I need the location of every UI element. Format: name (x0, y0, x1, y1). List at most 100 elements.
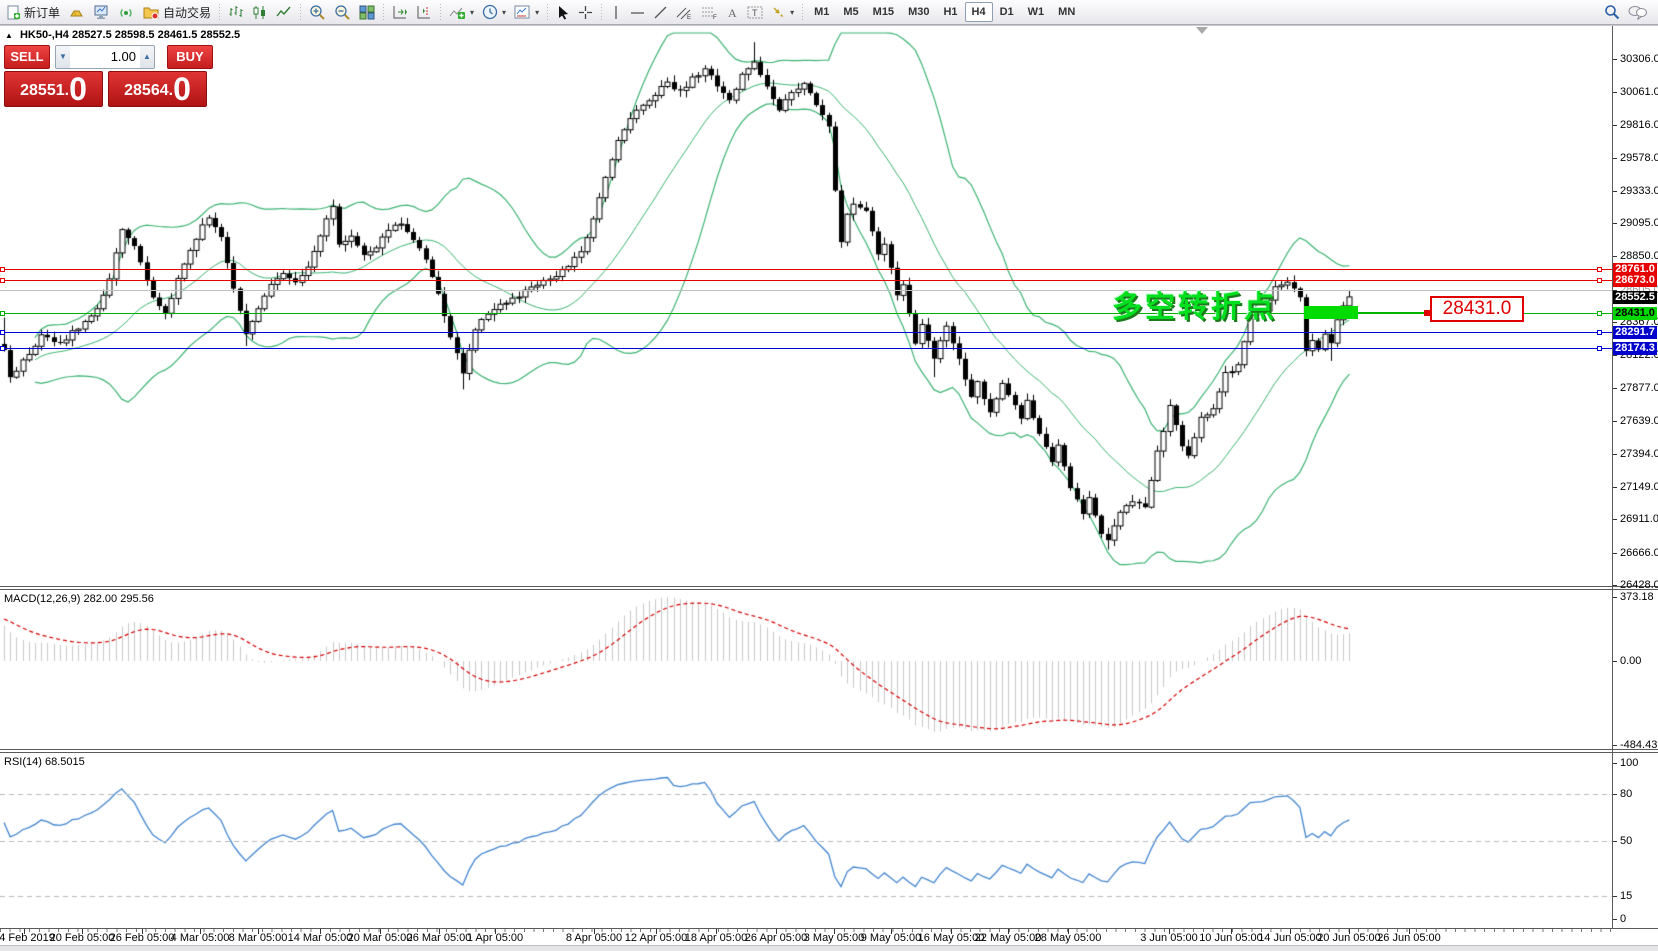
price-tick-label: 29333.0 (1620, 185, 1658, 197)
new-order-button[interactable]: 新订单 (2, 2, 64, 23)
horizontal-line-button[interactable] (626, 2, 649, 23)
chart-shift-marker[interactable] (1196, 27, 1208, 34)
line-price-label: 28673.0 (1613, 274, 1657, 287)
time-label: 20 Feb 05:00 (49, 932, 115, 944)
horizontal-line-28673[interactable] (0, 280, 1612, 281)
timeframe-button-m5[interactable]: M5 (843, 6, 859, 18)
chart-title: ▲ HK50-,H4 28527.5 28598.5 28461.5 28552… (5, 29, 240, 41)
time-tick (1008, 929, 1009, 934)
indicators-dropdown-arrow: ▾ (470, 7, 475, 17)
templates-button[interactable]: ▾ (510, 2, 543, 23)
rsi-panel-separator[interactable] (0, 749, 1658, 753)
text-button[interactable]: A (722, 2, 743, 23)
price-tick-label: 29816.0 (1620, 119, 1658, 131)
indicators-icon (449, 7, 466, 19)
horizontal-line-28673-handle[interactable] (1597, 278, 1602, 283)
sell-button[interactable]: SELL (4, 45, 50, 69)
horizontal-line-28673-handle[interactable] (0, 278, 5, 283)
time-label: 26 Apr 05:00 (744, 932, 808, 944)
auto-scroll-button[interactable] (388, 2, 412, 23)
horizontal-line-28174.3-handle[interactable] (1597, 346, 1602, 351)
highlight-bar[interactable] (1304, 306, 1358, 319)
bar-chart-button[interactable] (224, 2, 248, 23)
price-tick (1613, 223, 1617, 224)
equidistant-channel-button[interactable]: E (672, 2, 697, 23)
timeframe-button-h4[interactable]: H4 (964, 2, 993, 22)
status-strip (0, 945, 1658, 951)
trendline-icon (654, 6, 667, 18)
horizontal-line-28761[interactable] (0, 269, 1612, 270)
buy-button[interactable]: BUY (167, 45, 213, 69)
bar-chart-icon (229, 5, 243, 17)
time-label: 18 Apr 05:00 (684, 932, 748, 944)
time-tick (1409, 929, 1410, 934)
horizontal-line-28761-handle[interactable] (1597, 267, 1602, 272)
timeframe-button-mn[interactable]: MN (1058, 6, 1076, 18)
volume-increase-button[interactable]: ▲ (140, 46, 154, 68)
arrows-button[interactable]: ▾ (767, 2, 798, 23)
timeframe-button-w1[interactable]: W1 (1027, 6, 1045, 18)
window-expand-icon[interactable]: ▲ (5, 31, 13, 40)
macd-panel-separator[interactable] (0, 586, 1658, 590)
timeframe-button-m15[interactable]: M15 (872, 6, 895, 18)
toolbar-separator (217, 4, 223, 20)
time-tick (656, 929, 657, 934)
buy-price-display[interactable]: 28564. 0 (108, 71, 207, 107)
horizontal-line-28174.3-handle[interactable] (0, 346, 5, 351)
timeframe-button-d1[interactable]: D1 (999, 6, 1014, 18)
chart-shift-button[interactable] (412, 2, 436, 23)
rsi-tick (1613, 896, 1617, 897)
horizontal-line-28291.7-handle[interactable] (0, 330, 5, 335)
horizontal-line-28431-handle[interactable] (1597, 311, 1602, 316)
crosshair-button[interactable] (574, 2, 597, 23)
horizontal-line-28291.7-handle[interactable] (1597, 330, 1602, 335)
trendline-button[interactable] (649, 2, 672, 23)
horizontal-line-28431-handle[interactable] (0, 311, 5, 316)
time-label: 26 Feb 05:00 (109, 932, 175, 944)
crosshair-icon (579, 5, 593, 19)
price-callout[interactable]: 28431.0 (1430, 296, 1524, 322)
cursor-button[interactable] (552, 2, 574, 23)
time-tick (439, 929, 440, 934)
text-a-icon: A (728, 6, 737, 20)
timeframe-button-m30[interactable]: M30 (908, 6, 930, 18)
horizontal-line-28291.7[interactable] (0, 332, 1612, 333)
terminal-button[interactable] (89, 2, 114, 23)
text-label-button[interactable]: T (743, 2, 767, 23)
line-chart-button[interactable] (272, 2, 296, 23)
gold-bar-button[interactable] (64, 2, 89, 23)
rsi-scale-label: 80 (1620, 788, 1633, 800)
volume-value[interactable]: 1.00 (110, 49, 136, 64)
price-tick (1613, 290, 1617, 291)
time-label: 4 Mar 05:00 (170, 932, 230, 944)
indicators-button[interactable]: ▾ (445, 2, 478, 23)
price-tick-label: 30306.0 (1620, 53, 1658, 65)
search-icon[interactable] (1604, 4, 1620, 20)
macd-scale-label: 0.00 (1620, 655, 1642, 667)
timeframe-button-m1[interactable]: M1 (814, 6, 830, 18)
timeframe-button-h1[interactable]: H1 (943, 6, 958, 18)
autotrading-button[interactable]: 自动交易 (139, 2, 215, 23)
fibonacci-button[interactable]: F (697, 2, 722, 23)
zoom-out-icon (335, 5, 350, 20)
time-tick (891, 929, 892, 934)
horizontal-line-28174.3[interactable] (0, 348, 1612, 349)
tile-windows-button[interactable] (355, 2, 379, 23)
signals-button[interactable] (114, 2, 139, 23)
volume-decrease-button[interactable]: ▼ (56, 46, 70, 68)
candle-chart-button[interactable] (248, 2, 272, 23)
svg-text:T: T (752, 8, 758, 18)
chat-icon[interactable] (1628, 4, 1648, 20)
zoom-in-button[interactable] (305, 2, 330, 23)
vertical-line-button[interactable] (606, 2, 626, 23)
horizontal-line-28761-handle[interactable] (0, 267, 5, 272)
sell-price-int: 28551 (20, 82, 65, 99)
toolbar-separator (438, 4, 444, 20)
chart-shift-icon (417, 5, 431, 18)
zoom-out-button[interactable] (330, 2, 355, 23)
periods-button[interactable]: ▾ (478, 2, 510, 23)
sell-price-display[interactable]: 28551. 0 (4, 71, 103, 107)
horizontal-line-28431[interactable] (0, 313, 1612, 314)
